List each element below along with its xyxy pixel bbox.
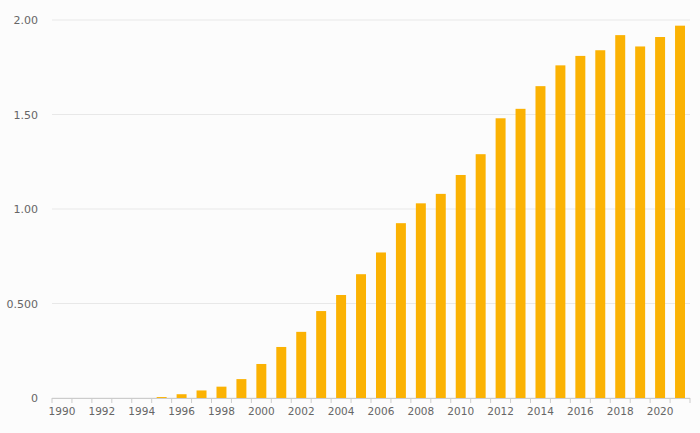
x-tick-label: 1998: [208, 405, 235, 417]
bar: [137, 398, 147, 399]
x-axis-tick: [111, 398, 112, 403]
bar: [77, 398, 87, 399]
bar: [456, 175, 466, 398]
grid-line: [52, 303, 690, 304]
bar: [97, 398, 107, 399]
bar: [675, 26, 685, 398]
x-axis-tick: [630, 398, 631, 403]
bar: [436, 194, 446, 398]
bar: [157, 397, 167, 398]
x-tick-label: 2018: [607, 405, 634, 417]
x-tick-label: 2014: [527, 405, 554, 417]
x-axis-tick: [670, 398, 671, 403]
x-tick-label: 2008: [407, 405, 434, 417]
x-tick-label: 2004: [328, 405, 355, 417]
x-axis-tick: [231, 398, 232, 403]
x-axis-tick: [430, 398, 431, 403]
background: [0, 0, 700, 433]
bar: [336, 295, 346, 398]
grid-line: [52, 114, 690, 115]
x-tick-label: 2010: [447, 405, 474, 417]
bar: [197, 390, 207, 398]
bar: [57, 398, 67, 399]
bar: [655, 37, 665, 398]
bar: [535, 86, 545, 398]
x-axis-tick: [371, 398, 372, 403]
x-axis-tick: [590, 398, 591, 403]
x-tick-label: 1994: [128, 405, 155, 417]
x-axis-tick: [530, 398, 531, 403]
x-axis-tick: [151, 398, 152, 403]
x-tick-label: 1996: [168, 405, 195, 417]
bar: [516, 109, 526, 398]
y-tick-label: 0.500: [7, 298, 39, 311]
bar: [236, 379, 246, 398]
x-axis-tick: [291, 398, 292, 403]
bar: [216, 387, 226, 398]
bar: [416, 203, 426, 398]
x-tick-label: 1990: [49, 405, 76, 417]
bar: [615, 35, 625, 398]
x-tick-label: 2006: [368, 405, 395, 417]
bar: [296, 332, 306, 398]
bar: [396, 223, 406, 398]
grid-line: [52, 20, 690, 21]
x-tick-label: 2020: [647, 405, 674, 417]
bar: [595, 50, 605, 398]
x-axis-tick: [211, 398, 212, 403]
grid-line: [52, 209, 690, 210]
x-axis-tick: [610, 398, 611, 403]
bar: [177, 394, 187, 398]
x-axis-tick: [550, 398, 551, 403]
x-axis-tick: [191, 398, 192, 403]
x-axis-tick: [171, 398, 172, 403]
x-axis-tick: [650, 398, 651, 403]
x-tick-label: 2000: [248, 405, 275, 417]
bar: [276, 347, 286, 398]
y-tick-label: 1.00: [14, 203, 39, 216]
bar: [117, 398, 127, 399]
x-axis-tick: [331, 398, 332, 403]
x-axis-tick: [410, 398, 411, 403]
x-axis-tick: [450, 398, 451, 403]
x-axis-tick: [52, 398, 53, 403]
x-tick-label: 2016: [567, 405, 594, 417]
chart: 0 0.500 1.00 1.50 2.00 1990 1992 1994 1996 1998 20…: [0, 0, 700, 433]
x-tick-label: 1992: [88, 405, 115, 417]
bars: [157, 26, 685, 398]
x-axis-tick: [271, 398, 272, 403]
x-axis-tick: [570, 398, 571, 403]
y-tick-label: 1.50: [14, 109, 39, 122]
x-axis-tick: [311, 398, 312, 403]
bar: [376, 252, 386, 398]
bar: [256, 364, 266, 398]
bar: [496, 118, 506, 398]
y-tick-label: 2.00: [14, 14, 39, 27]
x-axis-tick: [251, 398, 252, 403]
x-axis-tick: [470, 398, 471, 403]
x-axis-tick: [71, 398, 72, 403]
bar: [356, 274, 366, 398]
x-tick-label: 2002: [288, 405, 315, 417]
x-tick-label: 2012: [487, 405, 514, 417]
y-tick-label: 0: [31, 392, 38, 405]
x-axis-tick: [390, 398, 391, 403]
bar: [316, 311, 326, 398]
x-axis-tick: [490, 398, 491, 403]
x-axis-tick: [131, 398, 132, 403]
x-axis-tick: [690, 398, 691, 403]
bar: [476, 154, 486, 398]
x-axis-tick: [510, 398, 511, 403]
x-axis-tick: [351, 398, 352, 403]
bar: [575, 56, 585, 398]
x-axis-tick: [91, 398, 92, 403]
bar: [555, 65, 565, 398]
bar: [635, 46, 645, 398]
